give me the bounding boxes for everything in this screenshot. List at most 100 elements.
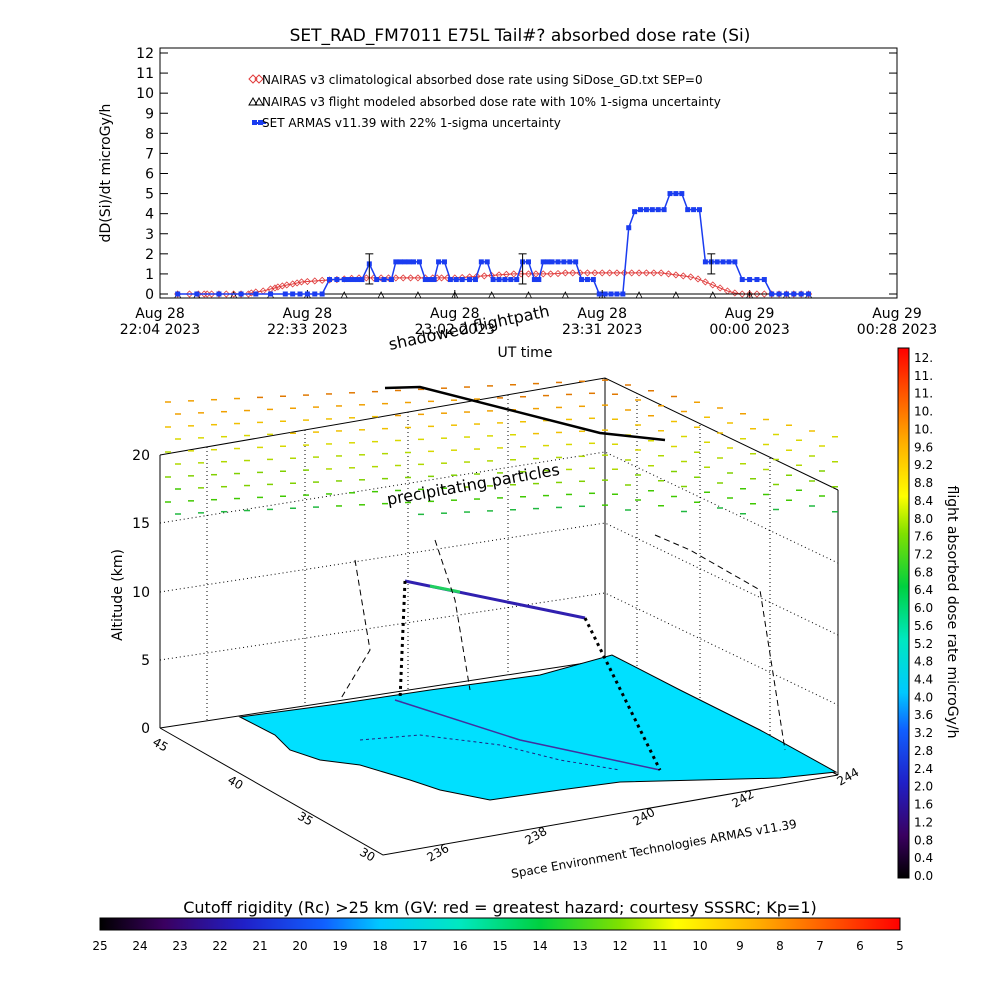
series-point-0 [230, 290, 238, 298]
colorbar-tick-label: 5.2 [914, 637, 933, 651]
shadowed-flightpath-line [384, 385, 666, 442]
series-point-2 [514, 277, 520, 283]
series-point-0 [628, 269, 636, 277]
series-point-0 [392, 274, 400, 282]
series-point-2 [436, 259, 442, 265]
colorbar-tick-label: 5.6 [914, 619, 933, 633]
series-point-2 [397, 259, 403, 265]
series-point-2 [732, 259, 738, 265]
x-tick-label-time: 23:02 2023 [415, 322, 495, 338]
series-point-2 [441, 259, 447, 265]
rigidity-tick-label: 13 [572, 939, 587, 953]
series-point-2 [350, 277, 356, 283]
latitude-tick-label: 30 [357, 845, 377, 865]
series-point-0 [283, 281, 291, 289]
series-point-2 [579, 277, 585, 283]
series-point-2 [304, 291, 310, 297]
series-point-2 [253, 291, 259, 297]
series-point-2 [549, 259, 555, 265]
series-point-0 [642, 269, 650, 277]
precipitating-particles-field [165, 379, 838, 516]
series-point-2 [459, 277, 465, 283]
y-tick-label: 11 [136, 66, 154, 82]
colorbar-tick-label: 8.0 [914, 512, 933, 526]
x-tick-label-date: Aug 28 [430, 306, 480, 322]
series-point-0 [222, 290, 230, 298]
series-point-0 [208, 290, 216, 298]
colorbar-tick-label: 3.2 [914, 726, 933, 740]
map-coast-detail [359, 734, 621, 771]
series-point-0 [569, 269, 577, 277]
rigidity-tick-label: 18 [372, 939, 387, 953]
series-point-1 [230, 291, 238, 299]
colorbar-tick-label: 0.0 [914, 869, 933, 883]
chart-title: SET_RAD_FM7011 E75L Tail#? absorbed dose… [290, 26, 751, 46]
colorbar-tick-label: 12. [914, 351, 933, 365]
series-point-1 [488, 291, 496, 299]
series-point-0 [554, 269, 562, 278]
legend-marker-nairas-flight [248, 96, 264, 106]
series-point-2 [427, 277, 433, 283]
x-tick-label-date: Aug 28 [135, 306, 185, 322]
colorbar-tick-label: 6.8 [914, 565, 933, 579]
series-point-2 [667, 191, 673, 197]
series-point-2 [739, 277, 745, 283]
series-point-0 [244, 290, 253, 298]
series-point-2 [290, 291, 296, 297]
longitude-tick-label: 240 [631, 805, 658, 829]
series-point-0 [679, 272, 687, 280]
series-point-0 [297, 278, 306, 286]
latitude-tick-label: 40 [225, 773, 245, 793]
series-point-2 [747, 277, 753, 283]
series-point-0 [694, 275, 702, 283]
series-point-0 [561, 269, 569, 277]
flight-descent [398, 580, 662, 771]
series-point-2 [496, 277, 502, 283]
z-axis-label: Altitude (km) [110, 549, 126, 641]
z-tick-label: 5 [141, 653, 150, 669]
rigidity-tick-label: 25 [92, 939, 107, 953]
series-point-2 [761, 277, 767, 283]
series-point-2 [478, 259, 484, 265]
series-point-2 [573, 259, 579, 265]
series-point-2 [490, 277, 496, 283]
series-point-2 [355, 277, 361, 283]
rigidity-tick-label: 6 [856, 939, 864, 953]
series-point-0 [510, 270, 518, 278]
legend: NAIRAS v3 climatological absorbed dose r… [248, 73, 721, 130]
latitude-tick-label: 35 [295, 809, 315, 829]
series-point-2 [643, 207, 649, 213]
series-point-2 [540, 259, 546, 265]
series-point-2 [422, 277, 428, 283]
x-axis-label: UT time [498, 345, 553, 361]
colorbar-tick-label: 11. [914, 369, 933, 383]
rigidity-tick-label: 20 [292, 939, 307, 953]
series-point-0 [760, 290, 768, 298]
series-point-2 [268, 291, 274, 297]
legend-marker-set-armas [252, 120, 266, 125]
colorbar-tick-label: 0.8 [914, 833, 933, 847]
legend-entry-nairas-clim: NAIRAS v3 climatological absorbed dose r… [262, 73, 703, 87]
series-point-2 [702, 259, 708, 265]
series-point-2 [561, 259, 567, 265]
series-point-2 [374, 277, 380, 283]
rigidity-tick-label: 22 [212, 939, 227, 953]
series-point-2 [526, 259, 531, 265]
annotation-precipitating-particles: precipitating particles [385, 460, 561, 509]
series-point-1 [451, 291, 459, 299]
series-point-2 [608, 291, 614, 297]
z-tick-label: 0 [141, 721, 150, 737]
series-point-2 [216, 291, 222, 297]
colorbar-tick-label: 4.4 [914, 673, 933, 687]
series-point-2 [776, 291, 782, 297]
y-tick-label: 5 [145, 187, 154, 203]
series-point-2 [769, 291, 775, 297]
y-tick-label: 6 [145, 167, 154, 183]
z-tick-group: 0 5 10 15 20 [132, 448, 150, 737]
x-tick-label-time: 00:00 2023 [709, 322, 789, 338]
series-point-2 [584, 277, 590, 283]
x-tick-label-date: Aug 28 [283, 306, 333, 322]
colorbar-label: flight absorbed dose rate microGy/h [944, 486, 960, 739]
series-point-2 [791, 291, 797, 297]
